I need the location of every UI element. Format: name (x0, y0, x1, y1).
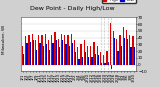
Bar (69, 46, 70, 65)
Bar (25, 36, 26, 65)
Bar (64, 35, 65, 65)
Bar (54, 32, 56, 65)
Bar (85, 52, 86, 65)
Bar (41, 35, 43, 65)
Bar (71, 34, 72, 65)
Bar (116, 39, 117, 65)
Bar (134, 47, 135, 65)
Bar (32, 34, 33, 65)
Bar (90, 46, 91, 65)
Bar (84, 40, 85, 65)
Bar (123, 27, 124, 65)
Bar (36, 50, 37, 65)
Bar (97, 46, 98, 65)
Bar (38, 35, 39, 65)
Bar (33, 40, 34, 65)
Bar (56, 40, 57, 65)
Bar (100, 52, 101, 65)
Bar (108, 62, 109, 65)
Bar (80, 44, 82, 65)
Bar (95, 54, 96, 65)
Bar (77, 47, 78, 65)
Bar (106, 51, 108, 65)
Bar (126, 29, 127, 65)
Bar (49, 50, 50, 65)
Bar (117, 51, 119, 65)
Bar (132, 36, 134, 65)
Legend: High, Low: High, Low (102, 0, 136, 3)
Bar (59, 47, 60, 65)
Bar (130, 47, 132, 65)
Bar (101, 63, 102, 65)
Bar (61, 34, 62, 65)
Bar (93, 42, 95, 65)
Bar (52, 43, 54, 65)
Bar (103, 55, 104, 65)
Bar (26, 43, 28, 65)
Bar (35, 40, 36, 65)
Bar (114, 38, 115, 65)
Bar (43, 46, 44, 65)
Bar (46, 44, 47, 65)
Bar (30, 42, 31, 65)
Bar (65, 44, 67, 65)
Bar (48, 40, 49, 65)
Bar (110, 23, 111, 65)
Bar (58, 39, 59, 65)
Bar (82, 57, 83, 65)
Bar (88, 57, 89, 65)
Bar (22, 46, 23, 65)
Bar (104, 63, 106, 65)
Bar (129, 35, 130, 65)
Bar (39, 43, 41, 65)
Bar (91, 57, 93, 65)
Bar (28, 35, 30, 65)
Bar (113, 31, 114, 65)
Bar (127, 39, 128, 65)
Bar (51, 35, 52, 65)
Bar (62, 40, 63, 65)
Bar (74, 40, 75, 65)
Bar (87, 46, 88, 65)
Bar (124, 38, 125, 65)
Bar (67, 35, 69, 65)
Text: Milwaukee, WI: Milwaukee, WI (2, 25, 6, 54)
Bar (120, 35, 121, 65)
Bar (23, 54, 24, 65)
Bar (111, 65, 112, 69)
Bar (45, 34, 46, 65)
Bar (78, 59, 80, 65)
Text: Dew Point - Daily High/Low: Dew Point - Daily High/Low (30, 6, 114, 11)
Bar (75, 52, 76, 65)
Bar (121, 46, 122, 65)
Bar (98, 55, 99, 65)
Bar (72, 43, 73, 65)
